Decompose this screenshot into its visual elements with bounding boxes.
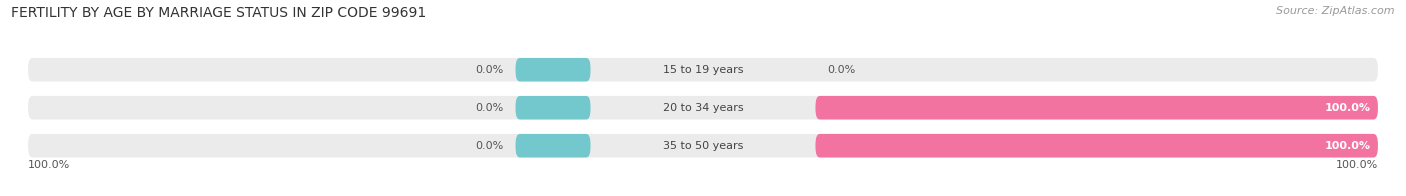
Text: 100.0%: 100.0%	[1336, 160, 1378, 170]
Text: Source: ZipAtlas.com: Source: ZipAtlas.com	[1277, 6, 1395, 16]
Text: 15 to 19 years: 15 to 19 years	[662, 65, 744, 75]
Text: 0.0%: 0.0%	[475, 141, 503, 151]
Text: 35 to 50 years: 35 to 50 years	[662, 141, 744, 151]
Text: 100.0%: 100.0%	[1324, 141, 1371, 151]
Text: 100.0%: 100.0%	[28, 160, 70, 170]
FancyBboxPatch shape	[516, 96, 591, 120]
Text: FERTILITY BY AGE BY MARRIAGE STATUS IN ZIP CODE 99691: FERTILITY BY AGE BY MARRIAGE STATUS IN Z…	[11, 6, 426, 20]
Text: 0.0%: 0.0%	[475, 65, 503, 75]
FancyBboxPatch shape	[815, 134, 1378, 157]
FancyBboxPatch shape	[815, 96, 1378, 120]
FancyBboxPatch shape	[28, 58, 1378, 82]
Text: 0.0%: 0.0%	[475, 103, 503, 113]
FancyBboxPatch shape	[28, 96, 1378, 120]
Text: 100.0%: 100.0%	[1324, 103, 1371, 113]
FancyBboxPatch shape	[516, 134, 591, 157]
FancyBboxPatch shape	[28, 134, 1378, 157]
FancyBboxPatch shape	[516, 58, 591, 82]
Text: 0.0%: 0.0%	[828, 65, 856, 75]
Text: 20 to 34 years: 20 to 34 years	[662, 103, 744, 113]
